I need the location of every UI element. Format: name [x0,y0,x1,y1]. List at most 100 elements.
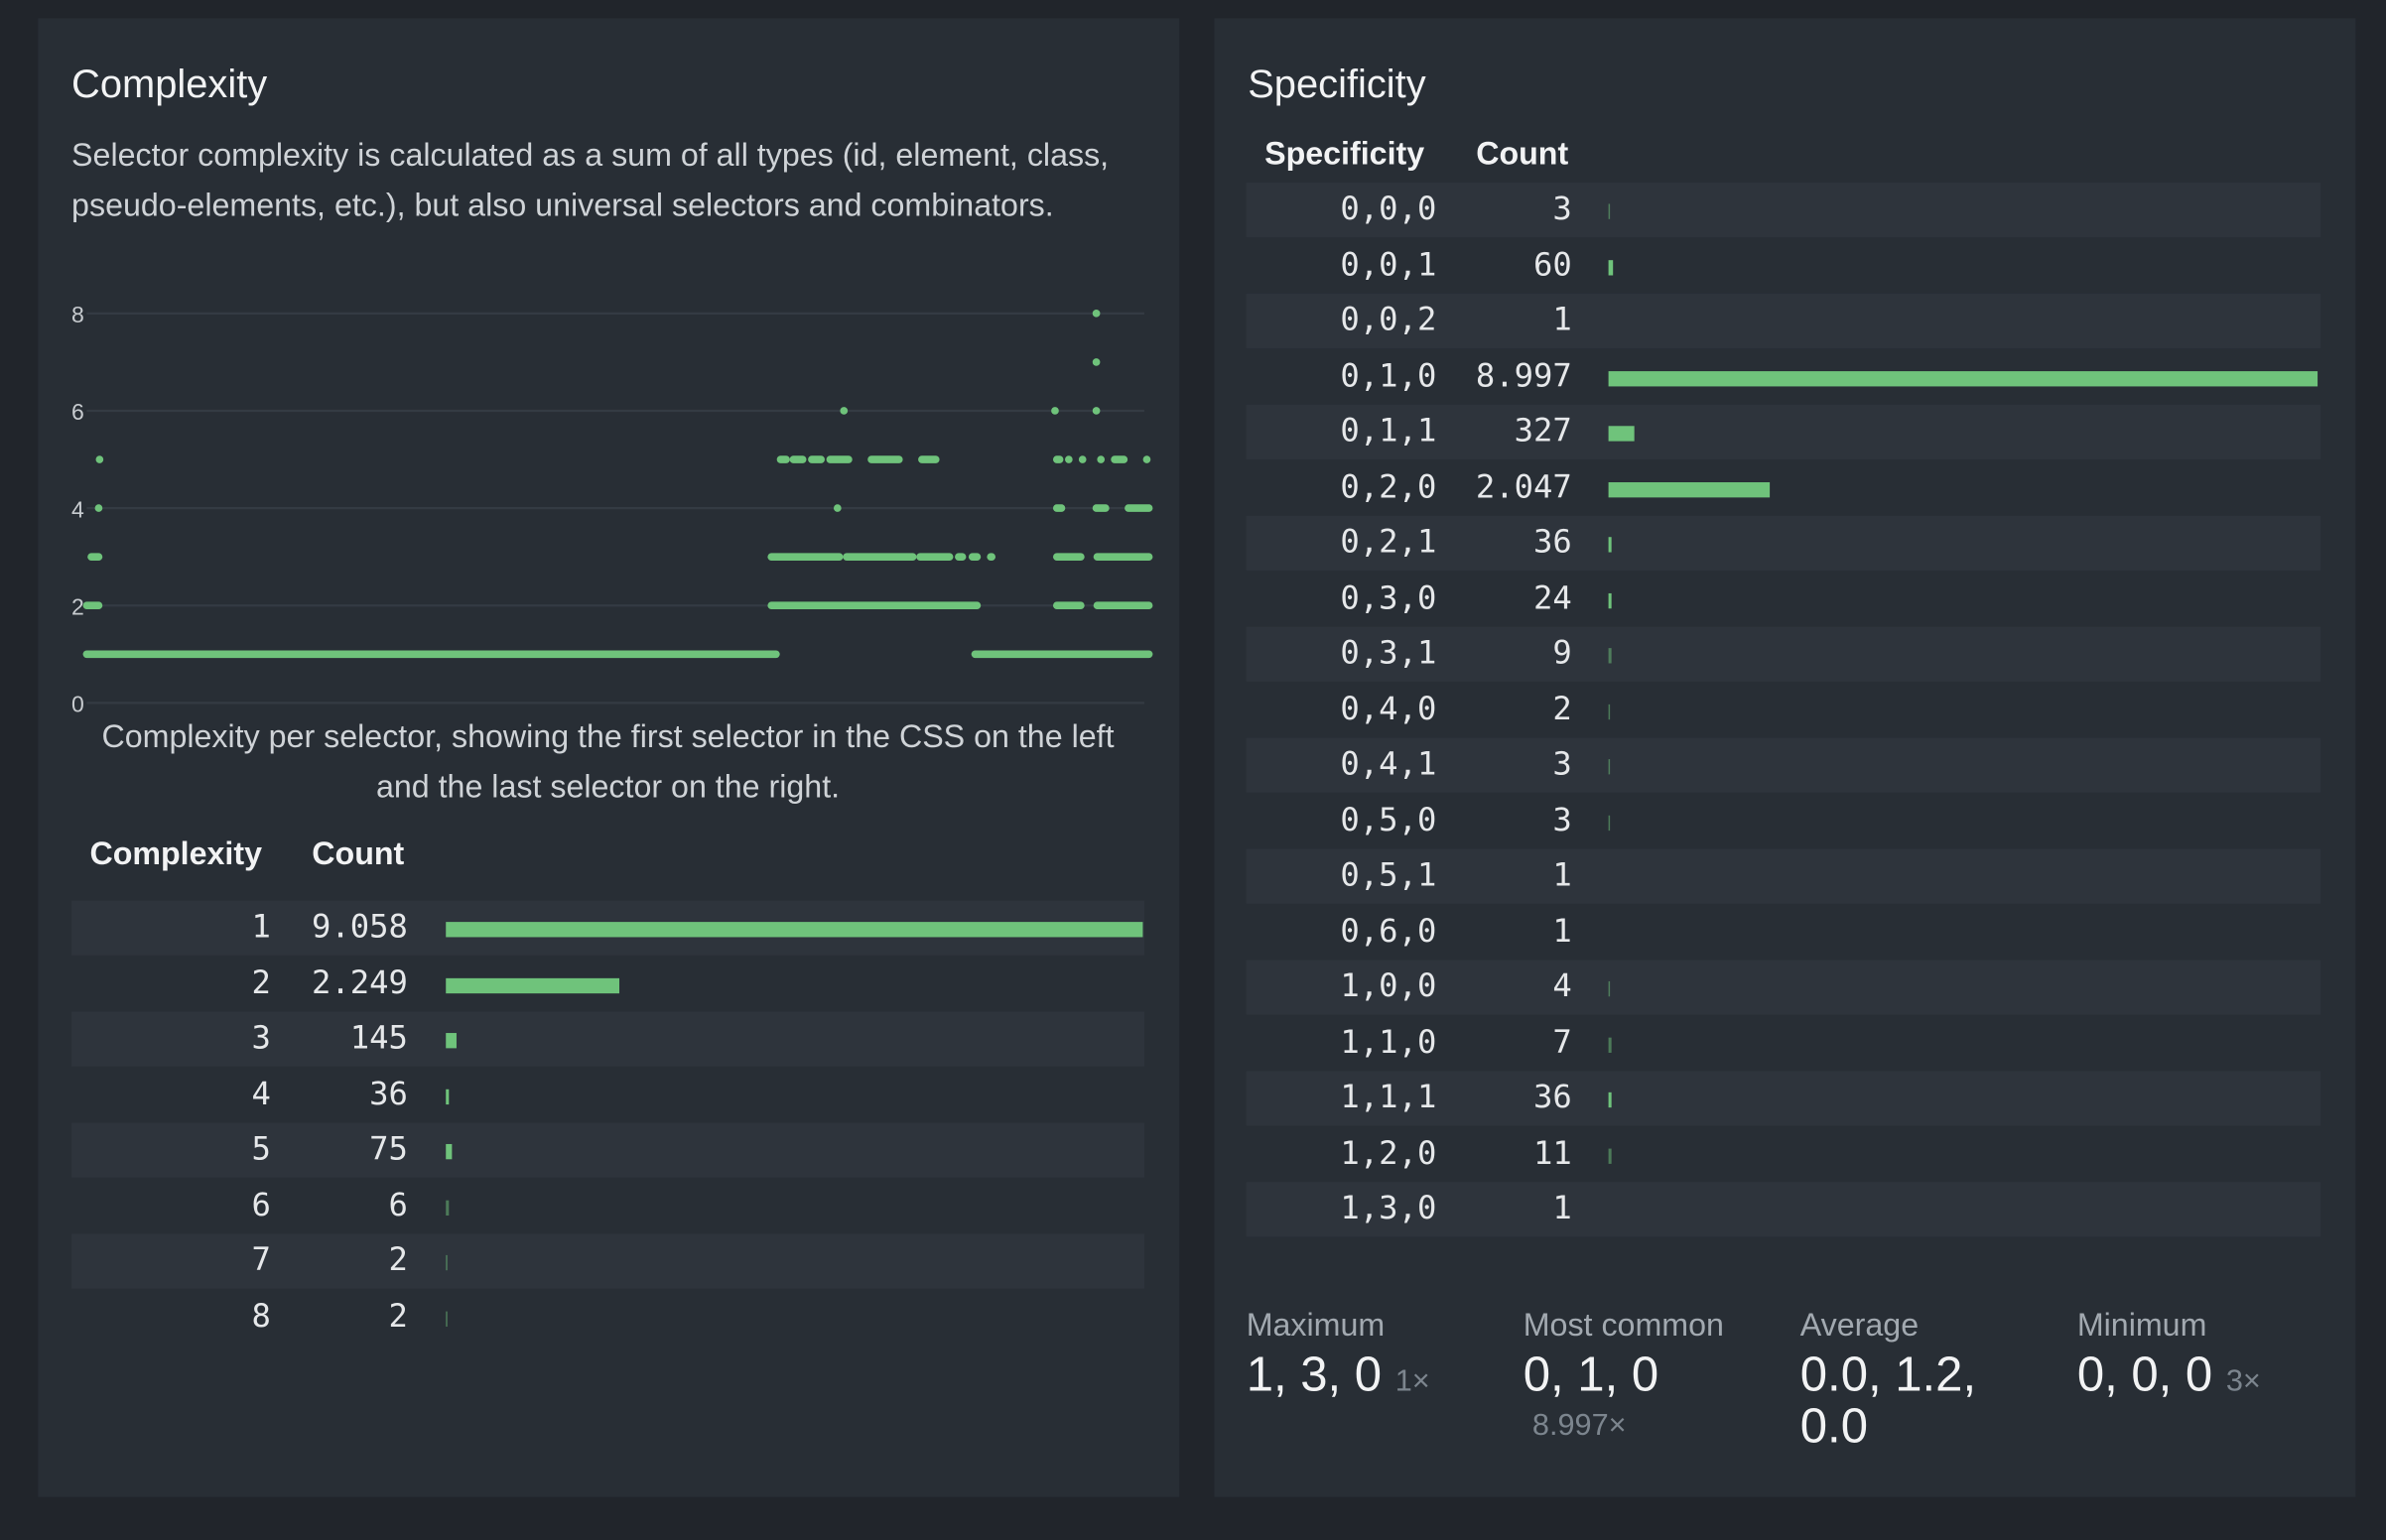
row-count: 36 [1533,1079,1572,1115]
stat-count: 1× [1394,1364,1430,1399]
table-row: 0,0,1 60 [1247,238,2320,293]
table-row: 0,1,1 327 [1246,404,2321,460]
row-count: 4 [1552,967,1572,1004]
row-key: 0,3,0 [1340,578,1437,616]
table-row: 0,3,1 9 [1246,626,2321,682]
count-bar [446,977,619,993]
table-row: 0,4,1 3 [1246,737,2321,793]
row-key: 0,1,1 [1340,412,1437,449]
row-count: 9 [1552,634,1572,672]
row-count: 2 [388,1241,408,1278]
y-tick-label: 6 [71,399,84,425]
row-key: 1 [251,908,271,946]
row-count: 1 [1552,912,1572,949]
row-key: 0,6,0 [1340,912,1437,949]
row-count: 2 [388,1297,408,1334]
row-key: 4 [251,1075,271,1112]
row-key: 0,5,0 [1340,801,1437,838]
stat-count: 8.997× [1531,1408,1627,1443]
stat-label: Maximum [1246,1308,1386,1344]
table-row: 1,1,1 36 [1246,1071,2321,1126]
stat-label: Most common [1523,1308,1724,1344]
table-row: 0,1,0 8.997 [1247,349,2320,404]
row-key: 0,0,2 [1340,301,1437,338]
row-count: 36 [1533,523,1572,561]
row-key: 1,3,0 [1340,1189,1437,1226]
row-count: 8.997 [1475,356,1572,394]
row-key: 0,3,1 [1340,634,1437,672]
row-count: 2.249 [311,963,408,1001]
count-bar [446,1199,449,1216]
row-count: 2 [1552,690,1572,727]
header-specificity: Specificity [1264,136,1425,173]
complexity-description: Selector complexity is calculated as a s… [71,138,1110,224]
header-complexity: Complexity [89,836,263,872]
stat-label: Average [1799,1308,1920,1344]
stat-average: Average 0.0, 1.2, 0.0 [1800,1309,2074,1460]
row-key: 8 [251,1297,271,1334]
table-row: 1,2,0 11 [1247,1126,2320,1181]
complexity-title: Complexity [71,61,268,107]
row-count: 2.047 [1475,467,1572,505]
row-count: 60 [1533,245,1572,283]
row-count: 75 [369,1130,408,1167]
count-bar [1608,537,1612,553]
table-row: 1,3,0 1 [1246,1182,2321,1237]
row-count: 3 [1552,745,1572,783]
header-count: Count [312,836,405,872]
row-key: 2 [251,963,271,1001]
row-key: 0,0,0 [1340,190,1437,227]
table-row: 0,0,0 3 [1246,182,2321,238]
row-key: 1,1,1 [1340,1079,1437,1115]
row-key: 1,2,0 [1340,1134,1437,1171]
chart-caption: Complexity per selector, showing the fir… [101,719,1115,806]
table-row: 0,0,2 1 [1246,293,2321,349]
count-bar [1608,1091,1612,1108]
complexity-panel: Complexity Selector complexity is calcul… [38,18,1180,1497]
row-count: 7 [1552,1023,1572,1060]
row-key: 7 [251,1241,271,1278]
y-tick-label: 2 [71,593,84,619]
y-tick-label: 4 [71,496,84,522]
table-row: 0,5,1 1 [1246,848,2321,904]
complexity-scatter-chart: 0 2 4 6 8 [71,302,1153,717]
specificity-title: Specificity [1248,61,1426,107]
stat-value: 0, 0, 0 [2076,1346,2213,1402]
count-bar [1608,648,1611,664]
row-count: 11 [1533,1134,1572,1171]
count-bar [1608,370,2319,386]
row-key: 6 [251,1186,271,1222]
row-count: 24 [1533,578,1572,616]
row-count: 145 [349,1019,408,1057]
row-key: 0,5,1 [1340,856,1437,893]
table-row: 1,1,0 7 [1247,1015,2320,1070]
table-row: 3 145 [71,1011,1144,1067]
specificity-panel: Specificity Specificity Count 0,0,0 3 0,0,… [1214,18,2356,1497]
table-row: 0,6,0 1 [1247,904,2320,959]
row-key: 0,0,1 [1340,245,1437,283]
row-count: 9.058 [311,908,408,946]
row-key: 0,2,1 [1340,523,1437,561]
y-tick-label: 0 [71,692,84,717]
count-bar [1608,1147,1611,1164]
row-key: 0,4,0 [1340,690,1437,727]
row-key: 5 [251,1130,271,1167]
row-count: 3 [1552,190,1572,227]
row-key: 0,4,1 [1340,745,1437,783]
table-row: 0,2,1 36 [1246,515,2321,571]
table-row: 2 2.249 [71,957,1144,1011]
table-row: 0,5,0 3 [1247,794,2320,848]
row-key: 1,0,0 [1340,967,1437,1004]
row-count: 6 [388,1186,408,1222]
y-tick-label: 8 [71,302,84,327]
row-count: 327 [1514,412,1572,449]
stat-most-common: Most common 0, 1, 0 8.997× [1524,1309,1797,1452]
row-key: 3 [251,1019,271,1057]
header-count: Count [1476,136,1569,173]
row-key: 0,1,0 [1340,356,1437,394]
row-count: 1 [1552,301,1572,338]
stat-value: 0, 1, 0 [1523,1346,1659,1402]
stat-minimum: Minimum 0, 0, 0 3× [2077,1309,2351,1408]
